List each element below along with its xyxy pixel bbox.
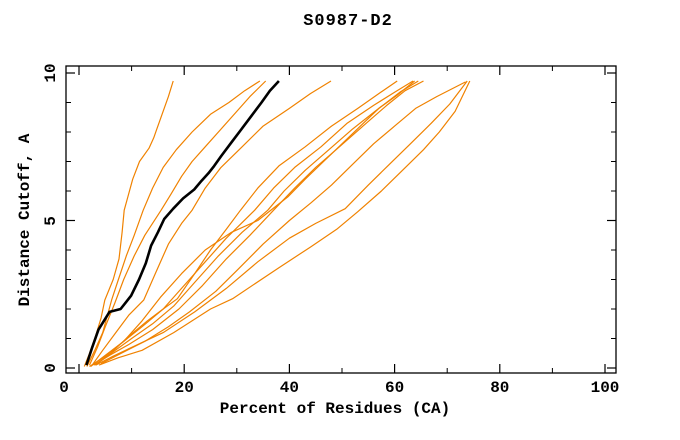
x-axis-title: Percent of Residues (CA): [219, 400, 451, 418]
x-tick-label: 60: [384, 379, 405, 397]
chart-title: S0987-D2: [303, 12, 393, 31]
curve-orange-7: [97, 80, 419, 365]
x-tick-label: 0: [59, 379, 69, 397]
y-tick-label: 5: [42, 215, 60, 226]
x-tick-label: 20: [174, 379, 194, 397]
x-tick-label: 80: [490, 379, 510, 397]
curve-orange-8: [93, 80, 424, 366]
plot-frame: [65, 65, 617, 374]
curve-orange-10: [98, 80, 471, 366]
curve-orange-1: [83, 80, 174, 367]
curve-orange-6: [89, 80, 414, 368]
y-tick-label: 0: [42, 363, 60, 373]
curve-orange-4: [91, 80, 332, 366]
y-tick-label: 10: [42, 63, 60, 83]
curve-orange-5: [94, 80, 398, 366]
curve-orange-9: [95, 80, 468, 366]
curve-orange-12: [100, 81, 466, 365]
x-tick-label: 100: [590, 379, 620, 397]
curve-orange-3: [88, 80, 267, 366]
curve-black-highlight: [85, 80, 280, 366]
x-tick-label: 40: [279, 379, 299, 397]
curve-orange-11: [90, 80, 415, 367]
